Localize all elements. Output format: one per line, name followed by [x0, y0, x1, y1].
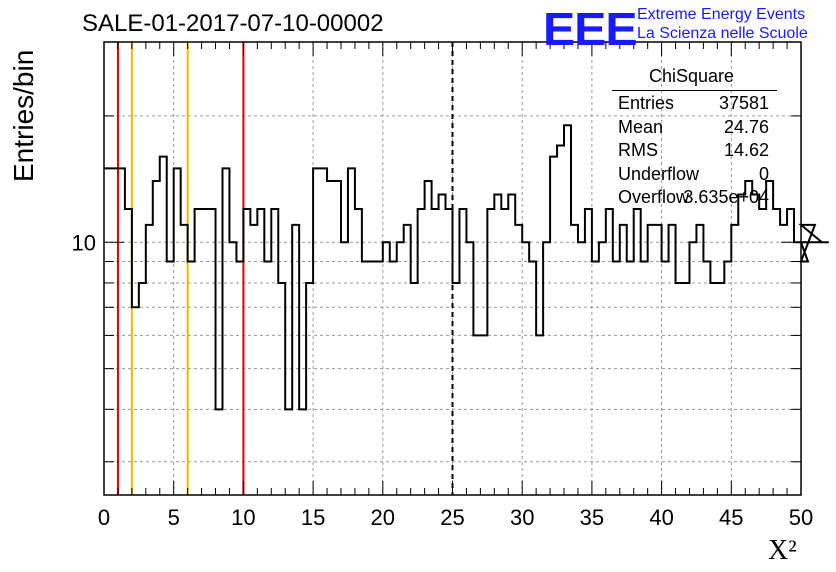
x-tick-label: 30 [510, 505, 534, 530]
x-axis-label: X² [768, 535, 797, 566]
y-tick-labels: 10 [72, 230, 96, 255]
stats-value: 24.76 [723, 116, 769, 137]
x-tick-label: 10 [231, 505, 255, 530]
stats-row: Entries 37581 [612, 91, 777, 115]
logo-line-1: Extreme Energy Events [637, 6, 806, 23]
y-tick-label: 10 [72, 230, 96, 255]
x-tick-label: 20 [371, 505, 395, 530]
stats-key: Overflow [618, 187, 690, 207]
x-tick-label: 0 [98, 505, 110, 530]
chart-title: SALE-01-2017-07-10-00002 [82, 10, 384, 37]
x-tick-label: 15 [301, 505, 325, 530]
logo-line-2: La Scienza nelle Scuole [637, 25, 808, 42]
x-tick-labels: 0 5 10 15 20 25 30 35 40 45 50 [98, 505, 813, 530]
stats-key: Entries [618, 93, 675, 113]
stats-value: 37581 [718, 93, 769, 113]
stats-value: 3.635e+04 [683, 187, 769, 207]
x-tick-label: 25 [440, 505, 464, 530]
x-tick-label: 45 [719, 505, 743, 530]
stats-key: Underflow [618, 163, 700, 184]
stats-value: 14.62 [723, 140, 769, 160]
stats-row: Underflow 0 [612, 162, 777, 186]
x-tick-label: 35 [580, 505, 604, 530]
axis-ticks [103, 41, 802, 495]
stats-row: Mean 24.76 [612, 115, 777, 139]
stats-box: ChiSquare Entries 37581 Mean 24.76 RMS 1… [612, 66, 777, 209]
histogram-series [104, 124, 829, 411]
x-tick-label: 40 [649, 505, 673, 530]
stats-row: RMS 14.62 [612, 138, 777, 162]
stats-value: 0 [758, 163, 769, 184]
x-tick-label: 50 [789, 505, 813, 530]
stats-key: RMS [618, 140, 658, 160]
y-axis-label: Entries/bin [8, 49, 39, 182]
stats-key: Mean [618, 116, 664, 137]
stats-title: ChiSquare [612, 66, 777, 91]
eee-logo: EEE [543, 3, 638, 55]
reference-lines [116, 42, 454, 495]
x-tick-label: 5 [168, 505, 180, 530]
stats-row: Overflow 3.635e+04 [612, 185, 777, 209]
